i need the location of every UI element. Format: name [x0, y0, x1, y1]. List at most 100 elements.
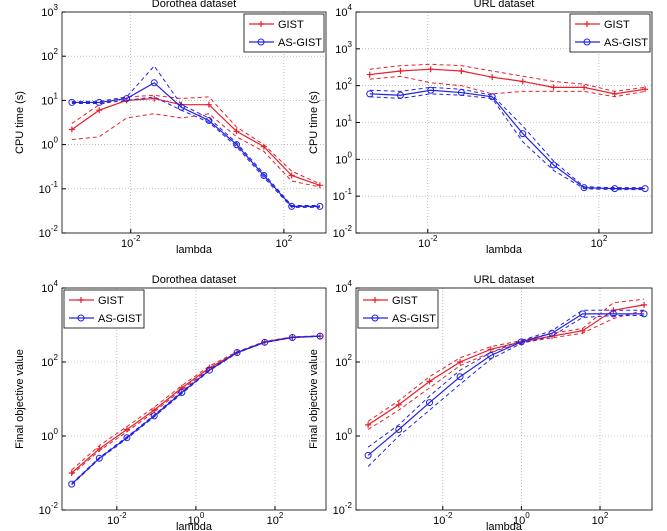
tick-exponent: 3: [348, 40, 353, 49]
tick-base: 10: [188, 515, 200, 527]
marker: [233, 349, 241, 357]
tick-base: 10: [592, 515, 604, 527]
tick-exponent: 0: [54, 136, 59, 145]
marker: [517, 338, 525, 346]
tick-base: 10: [41, 51, 53, 63]
y-axis-label: CPU time (s): [14, 91, 26, 154]
marker: [427, 66, 434, 73]
marker: [641, 185, 649, 193]
legend: GIST AS-GIST: [357, 289, 439, 329]
tick-label: 102: [335, 353, 352, 369]
marker: [489, 74, 496, 81]
tick-label: 102: [41, 353, 58, 369]
band-line: [71, 335, 321, 476]
marker: [205, 117, 213, 125]
chart-title: URL dataset: [474, 274, 535, 286]
marker: [456, 373, 464, 381]
tick-base: 10: [335, 7, 347, 19]
marker: [205, 101, 212, 108]
tick-label: 10-2: [39, 224, 59, 240]
marker: [609, 310, 617, 318]
tick-exponent: 4: [54, 279, 59, 288]
legend-label: GIST: [604, 19, 630, 31]
marker: [487, 351, 495, 359]
tick-exponent: -2: [445, 511, 453, 520]
tick-label: 100: [513, 511, 530, 527]
marker: [177, 103, 185, 111]
tick-label: 10-1: [333, 187, 353, 203]
tick-base: 10: [335, 44, 347, 56]
marker: [123, 95, 131, 103]
axes-frame: [61, 287, 327, 511]
marker: [316, 182, 323, 189]
tick-exponent: 2: [279, 511, 284, 520]
tick-exponent: -2: [51, 501, 59, 510]
legend-marker: [78, 297, 84, 303]
marker: [150, 79, 158, 87]
tick-base: 10: [418, 238, 430, 250]
marker: [96, 445, 103, 452]
marker: [123, 426, 130, 433]
legend-label: GIST: [392, 295, 418, 307]
tick-label: 104: [41, 279, 58, 295]
band-line: [71, 113, 320, 188]
marker: [426, 399, 434, 407]
marker: [550, 161, 558, 169]
marker: [288, 172, 295, 179]
legend: GIST AS-GIST: [243, 13, 325, 53]
legend-marker: [77, 314, 85, 322]
legend-label: GIST: [98, 295, 124, 307]
marker: [233, 128, 240, 135]
legend-label: AS-GIST: [98, 313, 142, 325]
tick-exponent: -2: [430, 234, 438, 243]
legend-marker: [583, 38, 591, 46]
legend-marker: [371, 314, 379, 322]
tick-label: 102: [276, 234, 293, 250]
tick-exponent: 2: [288, 234, 293, 243]
band-line: [71, 96, 320, 208]
legend-marker: [258, 21, 264, 27]
series-line: [367, 313, 645, 456]
tick-exponent: 2: [603, 234, 608, 243]
legend: GIST AS-GIST: [569, 13, 651, 53]
tick-label: 103: [41, 3, 58, 19]
tick-label: 100: [335, 427, 352, 443]
marker: [260, 143, 267, 150]
tick-exponent: 4: [348, 279, 353, 288]
marker: [288, 202, 296, 210]
marker: [641, 301, 648, 308]
tick-label: 10-2: [121, 234, 141, 250]
marker: [550, 84, 557, 91]
tick-label: 102: [41, 47, 58, 63]
legend-box: [569, 13, 651, 53]
tick-label: 102: [335, 77, 352, 93]
tick-exponent: 0: [54, 427, 59, 436]
legend-marker: [372, 297, 378, 303]
legend-label: AS-GIST: [278, 37, 322, 49]
tick-exponent: -1: [51, 180, 59, 189]
tick-base: 10: [39, 505, 51, 517]
tick-exponent: -2: [345, 501, 353, 510]
axes-frame: [355, 287, 653, 511]
band-line: [369, 86, 646, 189]
tick-exponent: -2: [345, 224, 353, 233]
band-line: [367, 298, 645, 422]
tick-exponent: 0: [200, 511, 205, 520]
legend-label: AS-GIST: [392, 313, 436, 325]
tick-base: 10: [333, 191, 345, 203]
marker: [96, 107, 103, 114]
marker: [365, 421, 372, 428]
marker: [150, 412, 158, 420]
tick-base: 10: [335, 357, 347, 369]
marker: [68, 480, 76, 488]
marker: [205, 366, 213, 374]
tick-label: 102: [591, 234, 608, 250]
marker: [68, 98, 76, 106]
tick-label: 10-2: [39, 501, 59, 517]
band-line: [369, 63, 646, 92]
x-axis-label: lambda: [176, 244, 213, 256]
marker: [458, 68, 465, 75]
legend-label: GIST: [278, 19, 304, 31]
